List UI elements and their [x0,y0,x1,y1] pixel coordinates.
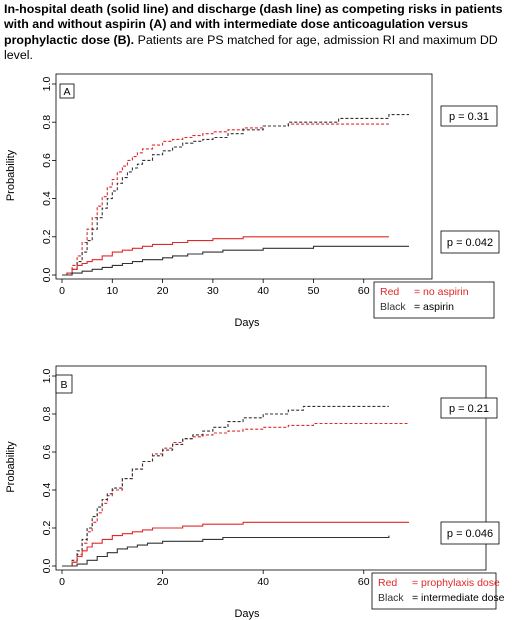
legend-box [373,281,495,319]
y-tick-label: 1.0 [41,77,53,92]
p-value-box-upper [440,105,498,127]
legend-text-black: = intermediate dose [412,592,505,604]
y-axis-label: Probability [5,441,17,493]
panel-label: A [63,86,70,98]
panel-label: B [60,379,67,391]
series-black-solid [62,245,409,276]
x-tick-label: 50 [308,285,320,297]
y-tick-label: 0.0 [41,559,53,574]
y-tick-label: 0.8 [41,115,53,130]
y-tick-label: 0.4 [41,483,53,498]
p-value-lower: p = 0.042 [447,237,493,249]
y-axis-label: Probability [5,149,17,201]
series-black-dashed [62,405,389,567]
y-tick-label: 0.6 [41,153,53,168]
x-axis-label: Days [234,608,260,620]
chart-panel-b: 0.0 0.2 0.4 0.6 0.8 1.0 0 20 40 60 Days Probability… [5,365,505,620]
plot-frame [55,73,433,280]
x-tick-label: 40 [257,576,269,588]
x-tick-label: 10 [106,285,118,297]
series-red-solid [62,521,409,567]
p-value-box-upper [440,397,498,419]
x-tick-label: 40 [257,285,269,297]
caption-normal: Patients are PS matched for age, admissi… [4,32,498,63]
figure-caption: In-hospital death (solid line) and disch… [4,2,516,64]
x-tick-label: 30 [207,285,219,297]
y-tick-label: 0.2 [41,521,53,536]
chart-panel-a: 0.0 0.2 0.4 0.6 0.8 1.0 0 10 20 30 40 50 60 Days Proba… [5,73,500,329]
y-tick-label: 0.0 [41,268,53,283]
p-value-upper: p = 0.31 [449,111,489,123]
legend-box [371,572,497,610]
p-value-box-lower [440,521,500,545]
panel-label-box [55,374,73,394]
x-tick-label: 20 [157,285,169,297]
y-tick-label: 0.4 [41,191,53,206]
panel-label-box [59,83,75,99]
p-value-box-lower [440,230,500,254]
legend-key-red: Red [380,286,399,298]
series-black-dashed [62,114,409,276]
y-tick-label: 0.8 [41,407,53,422]
legend-key-black: Black [378,592,404,604]
legend-key-red: Red [378,577,397,589]
series-red-dashed [62,422,409,567]
series-red-solid [62,236,389,276]
series-red-dashed [62,123,389,276]
p-value-lower: p = 0.046 [447,528,493,540]
p-value-upper: p = 0.21 [449,403,489,415]
x-tick-label: 0 [59,576,65,588]
x-tick-label: 60 [358,285,370,297]
x-tick-label: 20 [157,576,169,588]
caption-bold: In-hospital death (solid line) and disch… [4,2,503,47]
y-tick-label: 0.6 [41,445,53,460]
series-black-solid [62,535,390,567]
legend-text-red: = no aspirin [414,286,469,298]
y-tick-label: 1.0 [41,369,53,384]
legend-text-red: = prophylaxis dose [412,577,500,589]
plot-frame [55,365,487,571]
y-tick-label: 0.2 [41,229,53,244]
x-tick-label: 60 [358,576,370,588]
legend-text-black: = aspirin [414,301,454,313]
x-axis-label: Days [234,317,260,329]
legend-key-black: Black [380,301,406,313]
x-tick-label: 0 [59,285,65,297]
